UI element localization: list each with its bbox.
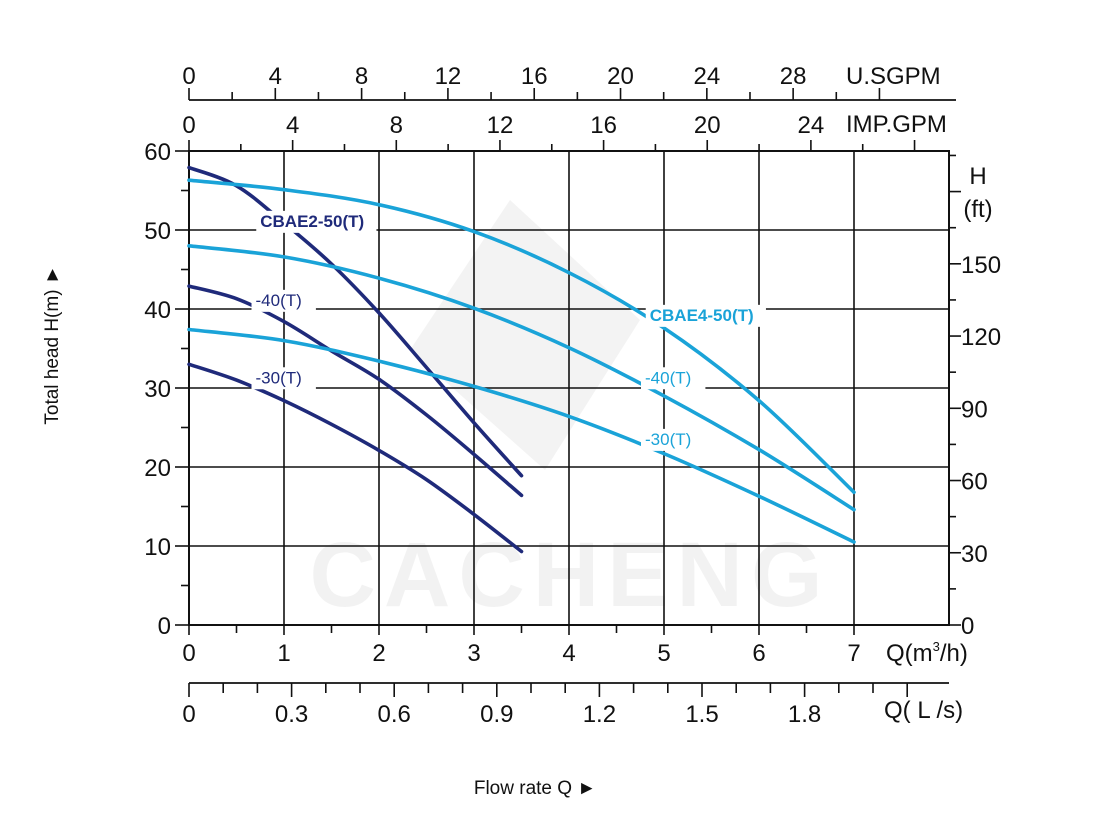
y-left-ticks: 0 10 20 30 40 50 60	[144, 139, 189, 640]
curve-label: -30(T)	[645, 430, 691, 449]
impgpm-unit-label: IMP.GPM	[846, 111, 947, 138]
y-left-tick-label: 20	[144, 455, 171, 482]
ls-tick-label: 0.9	[480, 701, 513, 728]
series-line-cbae4	[187, 327, 856, 544]
y-right-tick-label: 150	[961, 252, 1001, 279]
curve-labels: CBAE2-50(T) -40(T) -30(T) CBAE4-50(T) -40(T)…	[251, 210, 766, 451]
x-main-tick-label: 1	[277, 640, 290, 667]
curve-label: -30(T)	[256, 368, 302, 387]
x-main-tick-label: 7	[847, 640, 860, 667]
ls-tick-label: 0	[182, 701, 195, 728]
axes: 0 4 8 12 16 20 24 28 U.SGPM 0 4 8 12 16 20 24 IMP.GPM…	[42, 63, 1001, 799]
y-left-tick-label: 30	[144, 376, 171, 403]
impgpm-tick-label: 8	[390, 112, 403, 139]
x-main-unit-label: Q(m3/h)	[886, 639, 968, 667]
series-line-cbae2	[187, 362, 524, 554]
usgpm-tick-label: 28	[780, 63, 807, 90]
y-left-tick-label: 10	[144, 534, 171, 561]
x-main-ticks: 0 1 2 3 4 5 6 7	[182, 625, 861, 667]
curve-label-bg	[256, 210, 377, 233]
impgpm-tick-label: 12	[487, 112, 514, 139]
curve-label: CBAE4-50(T)	[650, 306, 754, 325]
y-axis-title: Total head H(m) ►	[42, 265, 63, 424]
curve-label-bg	[641, 367, 706, 390]
x-main-tick-label: 5	[657, 640, 670, 667]
watermark: CACHENG	[309, 200, 830, 626]
y-right-tick-label: 30	[961, 541, 988, 568]
usgpm-tick-label: 24	[693, 63, 720, 90]
ls-tick-label: 0.6	[378, 701, 411, 728]
ls-ticks: 0 0.3 0.6 0.9 1.2 1.5 1.8	[182, 683, 909, 728]
usgpm-tick-label: 16	[521, 63, 548, 90]
y-left-tick-label: 50	[144, 218, 171, 245]
x-main-tick-label: 4	[562, 640, 575, 667]
ls-tick-label: 1.5	[685, 701, 718, 728]
curves	[187, 165, 856, 554]
impgpm-tick-label: 20	[694, 112, 721, 139]
curve-label: -40(T)	[256, 291, 302, 310]
watermark-diamond-icon	[410, 200, 640, 470]
curve-label-bg	[251, 367, 316, 390]
y-right-ticks: 0 30 60 90 120 150	[949, 154, 1001, 640]
x-axis-title: Flow rate Q ►	[474, 778, 596, 799]
ls-tick-label: 0.3	[275, 701, 308, 728]
x-main-tick-label: 3	[467, 640, 480, 667]
usgpm-tick-label: 4	[269, 63, 282, 90]
ls-unit-label: Q( L /s)	[884, 697, 963, 724]
usgpm-tick-label: 12	[435, 63, 462, 90]
y-right-tick-label: 90	[961, 396, 988, 423]
impgpm-tick-label: 4	[286, 112, 299, 139]
curve-label: CBAE2-50(T)	[260, 212, 364, 231]
y-right-tick-label: 120	[961, 324, 1001, 351]
series-line-cbae4	[187, 244, 856, 512]
y-left-tick-label: 0	[158, 613, 171, 640]
usgpm-tick-label: 8	[355, 63, 368, 90]
curve-label-bg	[251, 289, 316, 312]
y-left-tick-label: 40	[144, 297, 171, 324]
impgpm-tick-label: 0	[182, 112, 195, 139]
impgpm-tick-label: 16	[590, 112, 617, 139]
usgpm-tick-label: 0	[182, 63, 195, 90]
impgpm-tick-label: 24	[798, 112, 825, 139]
y-left-tick-label: 60	[144, 139, 171, 166]
usgpm-ticks: 0 4 8 12 16 20 24 28	[182, 63, 881, 100]
usgpm-unit-label: U.SGPM	[846, 63, 941, 90]
curve-label: -40(T)	[645, 368, 691, 387]
impgpm-ticks: 0 4 8 12 16 20 24	[182, 112, 916, 151]
series-line-cbae2	[187, 284, 524, 498]
curve-label-bg	[645, 304, 766, 327]
usgpm-tick-label: 20	[607, 63, 634, 90]
x-main-tick-label: 6	[752, 640, 765, 667]
series-line-cbae2	[187, 165, 524, 478]
curve-label-bg	[641, 428, 706, 451]
y-right-unit-ft: (ft)	[963, 196, 992, 223]
y-right-tick-label: 60	[961, 469, 988, 496]
ls-tick-label: 1.8	[788, 701, 821, 728]
ls-tick-label: 1.2	[583, 701, 616, 728]
watermark-text: CACHENG	[309, 524, 830, 626]
y-right-tick-label: 0	[961, 613, 974, 640]
x-main-tick-label: 2	[372, 640, 385, 667]
series-line-cbae4	[187, 178, 856, 495]
y-right-unit-h: H	[969, 163, 986, 190]
x-main-tick-label: 0	[182, 640, 195, 667]
